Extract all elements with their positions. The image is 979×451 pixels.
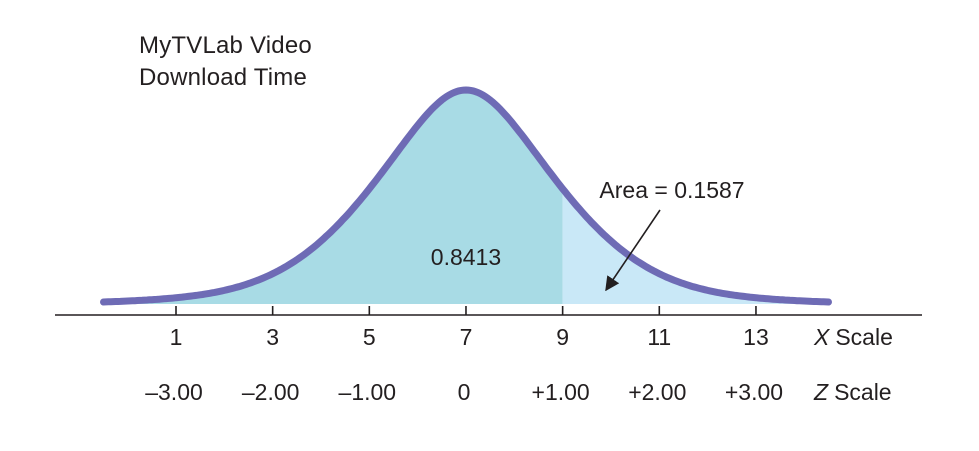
- x-tick-label: 5: [363, 324, 376, 350]
- z-tick-label: –3.00: [145, 379, 203, 405]
- z-tick-label: +1.00: [532, 379, 590, 405]
- x-scale-tick-labels: 1 3 5 7 9 11 13: [170, 324, 769, 350]
- area-above-9: [562, 188, 829, 304]
- z-scale-word: Scale: [834, 379, 892, 405]
- z-tick-label: –2.00: [242, 379, 300, 405]
- chart-title: MyTVLab Video Download Time: [139, 30, 312, 94]
- x-tick-label: 9: [556, 324, 569, 350]
- z-scale-label: Z Scale: [813, 379, 892, 405]
- x-scale-word: Scale: [835, 324, 893, 350]
- z-tick-label: –1.00: [339, 379, 397, 405]
- z-scale-tick-labels: –3.00 –2.00 –1.00 0 +1.00 +2.00 +3.00: [145, 379, 783, 405]
- x-tick-label: 7: [460, 324, 473, 350]
- density-curve: [100, 86, 832, 306]
- z-tick-label: +2.00: [628, 379, 686, 405]
- x-scale-label: X Scale: [813, 324, 893, 350]
- x-scale-variable: X: [813, 324, 831, 350]
- chart-title-line-2: Download Time: [139, 64, 308, 91]
- x-tick-label: 1: [170, 324, 183, 350]
- area-label-left: 0.8413: [431, 244, 501, 270]
- area-pointer-arrow: [605, 209, 661, 292]
- chart-title-line-1: MyTVLab Video: [139, 32, 312, 59]
- x-tick-label: 13: [743, 324, 769, 350]
- z-scale-variable: Z: [813, 379, 829, 405]
- x-tick-label: 11: [647, 324, 671, 350]
- x-axis-ticks: [175, 306, 757, 315]
- area-label-right: Area = 0.1587: [599, 177, 744, 203]
- z-tick-label: 0: [458, 379, 471, 405]
- x-tick-label: 3: [266, 324, 279, 350]
- z-tick-label: +3.00: [725, 379, 783, 405]
- area-below-9: [103, 90, 563, 304]
